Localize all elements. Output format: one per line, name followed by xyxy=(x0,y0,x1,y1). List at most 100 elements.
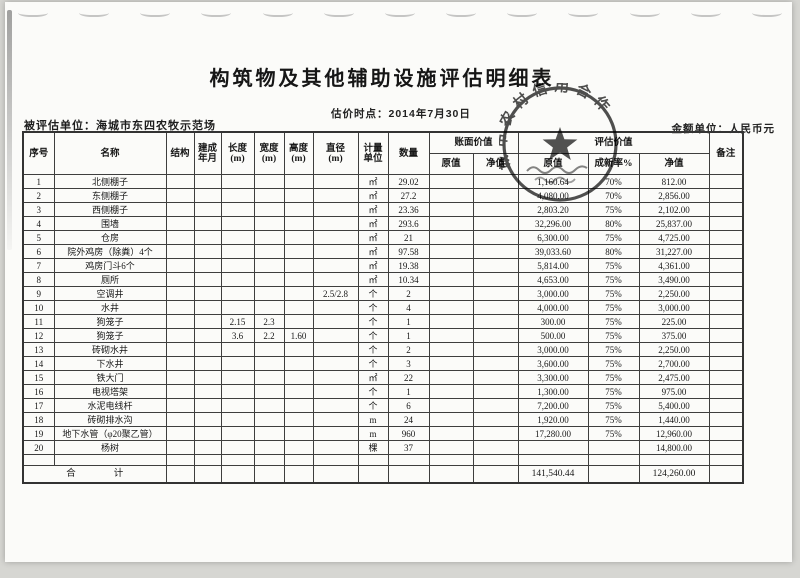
cell-seq: 10 xyxy=(22,300,55,315)
table-row: 4 围墙 ㎡ 293.6 32,296.00 80% 25,837.00 xyxy=(22,216,744,231)
cell-length xyxy=(220,440,255,455)
cell-length xyxy=(220,258,255,273)
cell-height xyxy=(283,188,314,203)
cell-unit: ㎡ xyxy=(357,174,389,189)
cell-unit: ㎡ xyxy=(357,202,389,217)
cell-unit: 个 xyxy=(357,300,389,315)
total-eval-net: 124,260.00 xyxy=(638,465,710,484)
cell-note xyxy=(708,426,744,441)
cell-empty xyxy=(253,454,285,466)
binding-mark xyxy=(201,8,232,17)
cell-eval-orig: 3,300.00 xyxy=(517,370,589,385)
cell-eval-orig: 4,080.00 xyxy=(517,188,589,203)
total-eval-orig: 141,540.44 xyxy=(517,465,589,484)
cell-book-orig xyxy=(428,314,474,329)
total-built xyxy=(193,465,222,484)
cell-name: 仓房 xyxy=(53,230,167,245)
cell-book-orig xyxy=(428,426,474,441)
cell-height xyxy=(283,398,314,413)
cell-eval-net: 1,440.00 xyxy=(638,412,710,427)
cell-book-orig xyxy=(428,258,474,273)
cell-unit: 个 xyxy=(357,342,389,357)
binding-mark xyxy=(323,8,354,17)
cell-seq: 1 xyxy=(22,174,55,189)
cell-eval-orig: 3,600.00 xyxy=(517,356,589,371)
cell-width xyxy=(253,342,285,357)
cell-diameter xyxy=(312,398,359,413)
cell-eval-net: 375.00 xyxy=(638,328,710,343)
cell-diameter xyxy=(312,370,359,385)
cell-rate: 80% xyxy=(587,216,640,231)
cell-note xyxy=(708,412,744,427)
cell-empty xyxy=(53,454,167,466)
cell-note xyxy=(708,230,744,245)
col-height-line1: 高度 xyxy=(288,143,308,154)
cell-note xyxy=(708,384,744,399)
cell-name: 水泥电线杆 xyxy=(53,398,167,413)
col-book-orig: 原值 xyxy=(428,153,474,175)
cell-diameter xyxy=(312,272,359,287)
cell-note xyxy=(708,300,744,315)
table-row: 18 砖砌排水沟 m 24 1,920.00 75% 1,440.00 xyxy=(22,412,744,427)
cell-name: 砖砌排水沟 xyxy=(53,412,167,427)
cell-eval-net: 3,490.00 xyxy=(638,272,710,287)
cell-qty: 1 xyxy=(387,314,430,329)
cell-rate: 75% xyxy=(587,328,640,343)
cell-rate: 75% xyxy=(587,426,640,441)
cell-rate: 75% xyxy=(587,286,640,301)
cell-structure xyxy=(165,370,195,385)
cell-diameter xyxy=(312,356,359,371)
cell-diameter xyxy=(312,216,359,231)
cell-book-orig xyxy=(428,328,474,343)
cell-qty: 97.58 xyxy=(387,244,430,259)
table-row: 10 水井 个 4 4,000.00 75% 3,000.00 xyxy=(22,300,744,315)
cell-built xyxy=(193,426,222,441)
total-book-net xyxy=(472,465,519,484)
cell-eval-orig: 4,000.00 xyxy=(517,300,589,315)
cell-structure xyxy=(165,328,195,343)
cell-empty xyxy=(708,454,744,466)
cell-note xyxy=(708,398,744,413)
cell-built xyxy=(193,258,222,273)
total-book-orig xyxy=(428,465,474,484)
total-label: 合 计 xyxy=(22,465,167,484)
cell-structure xyxy=(165,286,195,301)
cell-note xyxy=(708,188,744,203)
cell-book-net xyxy=(472,370,519,385)
cell-name: 杨树 xyxy=(53,440,167,455)
cell-qty: 29.02 xyxy=(387,174,430,189)
cell-note xyxy=(708,272,744,287)
cell-unit: ㎡ xyxy=(357,216,389,231)
cell-seq: 5 xyxy=(22,230,55,245)
cell-diameter xyxy=(312,440,359,455)
cell-length xyxy=(220,370,255,385)
cell-length xyxy=(220,398,255,413)
cell-unit: 个 xyxy=(357,286,389,301)
cell-length: 2.15 xyxy=(220,314,255,329)
cell-unit: 个 xyxy=(357,398,389,413)
cell-seq: 4 xyxy=(22,216,55,231)
table-row: 1 北侧棚子 ㎡ 29.02 1,160.64 70% 812.00 xyxy=(22,174,744,189)
total-row: 合 计 141,540.44 124,260.00 xyxy=(22,465,744,484)
binding-mark xyxy=(140,8,171,17)
cell-eval-net: 975.00 xyxy=(638,384,710,399)
cell-built xyxy=(193,188,222,203)
cell-empty xyxy=(472,454,519,466)
cell-diameter xyxy=(312,412,359,427)
cell-seq: 9 xyxy=(22,286,55,301)
cell-book-orig xyxy=(428,286,474,301)
cell-eval-net: 225.00 xyxy=(638,314,710,329)
table-row: 17 水泥电线杆 个 6 7,200.00 75% 5,400.00 xyxy=(22,398,744,413)
cell-book-net xyxy=(472,258,519,273)
cell-name: 砖砌水井 xyxy=(53,342,167,357)
col-length-line1: 长度 xyxy=(227,143,247,154)
table-row: 5 仓房 ㎡ 21 6,300.00 75% 4,725.00 xyxy=(22,230,744,245)
cell-eval-orig: 32,296.00 xyxy=(517,216,589,231)
cell-eval-net: 2,250.00 xyxy=(638,342,710,357)
cell-qty: 10.34 xyxy=(387,272,430,287)
col-height-line2: (m) xyxy=(291,153,306,164)
cell-height xyxy=(283,258,314,273)
cell-rate: 75% xyxy=(587,356,640,371)
cell-length: 3.6 xyxy=(220,328,255,343)
total-height xyxy=(283,465,314,484)
